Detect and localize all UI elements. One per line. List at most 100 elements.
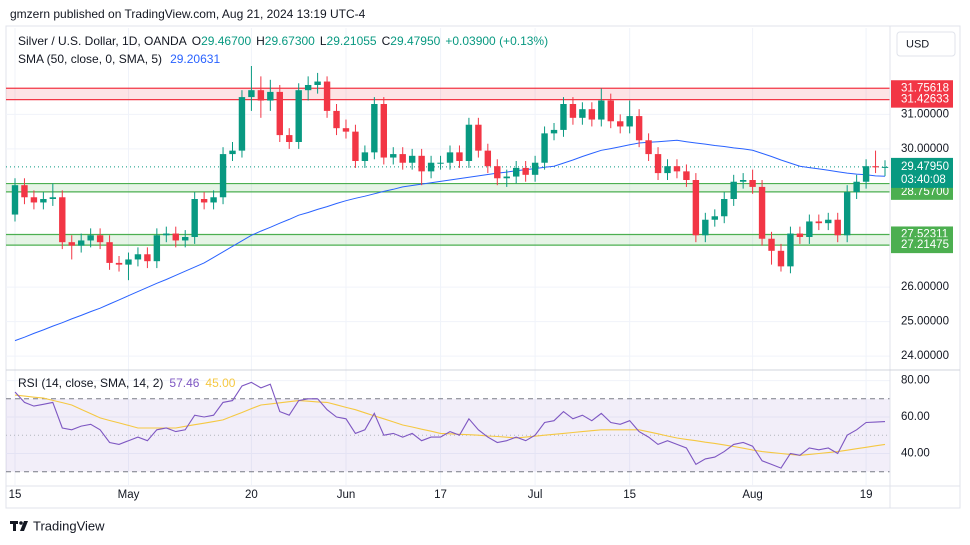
candle-body <box>834 219 841 236</box>
candle-body <box>210 197 217 203</box>
candle-body <box>522 167 529 175</box>
candle-body <box>815 221 823 224</box>
legend-text: SMA (50, close, 0, SMA, 5) <box>18 52 162 66</box>
candle-body <box>106 242 113 263</box>
x-tick-label: May <box>118 489 140 501</box>
rsi-tick-label: 60.00 <box>901 411 930 423</box>
currency-label[interactable]: USD <box>906 38 929 50</box>
zone <box>6 183 890 192</box>
candle-body <box>342 128 350 132</box>
candle-body <box>560 104 567 130</box>
candle-body <box>881 166 889 168</box>
candle-body <box>702 219 709 236</box>
axes: 15 May 20 Jun 17 Jul 15 Aug 19 24.00000 25.00000 26… <box>9 80 953 501</box>
sma-legend: SMA (50, close, 0, SMA, 5) 29.20631 <box>18 52 220 66</box>
y-tick-label: 24.00000 <box>901 350 949 362</box>
candle-body <box>749 180 756 187</box>
candle-body <box>721 199 728 217</box>
candle-body <box>787 233 794 267</box>
legend-text: 29.21055 <box>327 34 377 48</box>
candle-body <box>68 242 75 246</box>
candle-body <box>390 154 397 158</box>
candle-body <box>371 104 378 153</box>
candle-body <box>777 250 785 267</box>
candle-body <box>276 91 283 136</box>
symbol-legend: Silver / U.S. Dollar, 1D, OANDA O29.46700… <box>18 34 548 48</box>
candle-body <box>437 162 444 164</box>
candle-body <box>645 140 652 155</box>
y-tick-label: 25.00000 <box>901 316 949 328</box>
y-tick-label: 26.00000 <box>901 281 949 293</box>
candle-body <box>144 254 151 262</box>
candle-body <box>806 221 813 237</box>
rsi-line <box>14 381 886 469</box>
candle-body <box>380 104 388 158</box>
candle-body <box>569 104 577 118</box>
rsi-legend: RSI (14, close, SMA, 14, 2) 57.46 45.00 <box>18 376 236 390</box>
candle-body <box>191 199 198 237</box>
zone-label: 28.75700 <box>901 186 949 198</box>
candle-body <box>200 199 208 203</box>
legend-text: H <box>256 34 265 48</box>
candle-body <box>843 192 851 236</box>
plot <box>6 66 890 473</box>
candle-body <box>323 81 331 111</box>
candle-body <box>607 100 614 122</box>
legend-text: 29.67300 <box>265 34 315 48</box>
candle-body <box>475 124 482 151</box>
x-tick-label: 15 <box>623 489 636 501</box>
candle-body <box>427 162 435 172</box>
legend-text: Silver / U.S. Dollar, 1D, OANDA <box>18 34 187 48</box>
candle-body <box>257 90 265 101</box>
legend-text: O <box>192 34 201 48</box>
candle-body <box>626 116 633 127</box>
candle-body <box>692 180 700 236</box>
candle-body <box>11 185 19 215</box>
candle-body <box>238 97 246 151</box>
grid <box>6 28 890 485</box>
candle-body <box>153 235 161 262</box>
x-tick-label: 19 <box>860 489 873 501</box>
zone <box>6 234 890 246</box>
zone-label: 27.21475 <box>901 239 949 251</box>
candle-body <box>484 150 492 167</box>
candle-body <box>531 162 539 175</box>
zone <box>6 88 890 100</box>
candle-body <box>408 155 416 163</box>
rsi-tick-label: 80.00 <box>901 375 930 387</box>
candle-body <box>229 150 236 155</box>
logo-part <box>13 521 16 531</box>
legend-text: 57.46 <box>169 376 199 390</box>
candle-body <box>796 233 804 237</box>
candle-body <box>730 181 737 199</box>
candle-body <box>664 166 671 174</box>
candle-body <box>456 152 463 161</box>
candle-body <box>579 109 586 118</box>
candle-body <box>267 91 274 101</box>
candle-body <box>711 216 718 220</box>
rsi-line <box>14 394 886 456</box>
x-tick-label: Jun <box>337 489 356 501</box>
candle-body <box>352 131 359 161</box>
candle-body <box>598 100 605 120</box>
currency-button[interactable] <box>896 31 956 57</box>
candle-body <box>617 121 624 127</box>
candle-body <box>739 180 747 182</box>
x-tick-label: Aug <box>742 489 762 501</box>
zone-label-box <box>891 91 953 108</box>
candle-body <box>295 90 302 142</box>
legend-text: +0.03900 (+0.13%) <box>445 34 548 48</box>
logo-part <box>20 521 28 531</box>
x-tick-label: Jul <box>528 489 543 501</box>
footer-logo <box>10 521 28 531</box>
y-tick-label: 31.00000 <box>901 108 949 120</box>
zone-label: 31.75618 <box>901 82 949 94</box>
countdown-label: 03:40:08 <box>901 174 946 186</box>
candle-body <box>163 233 170 236</box>
candle-body <box>418 155 425 172</box>
candle-body <box>654 154 662 174</box>
candle-body <box>134 254 142 260</box>
candle-body <box>862 166 870 182</box>
candle-body <box>30 197 38 203</box>
